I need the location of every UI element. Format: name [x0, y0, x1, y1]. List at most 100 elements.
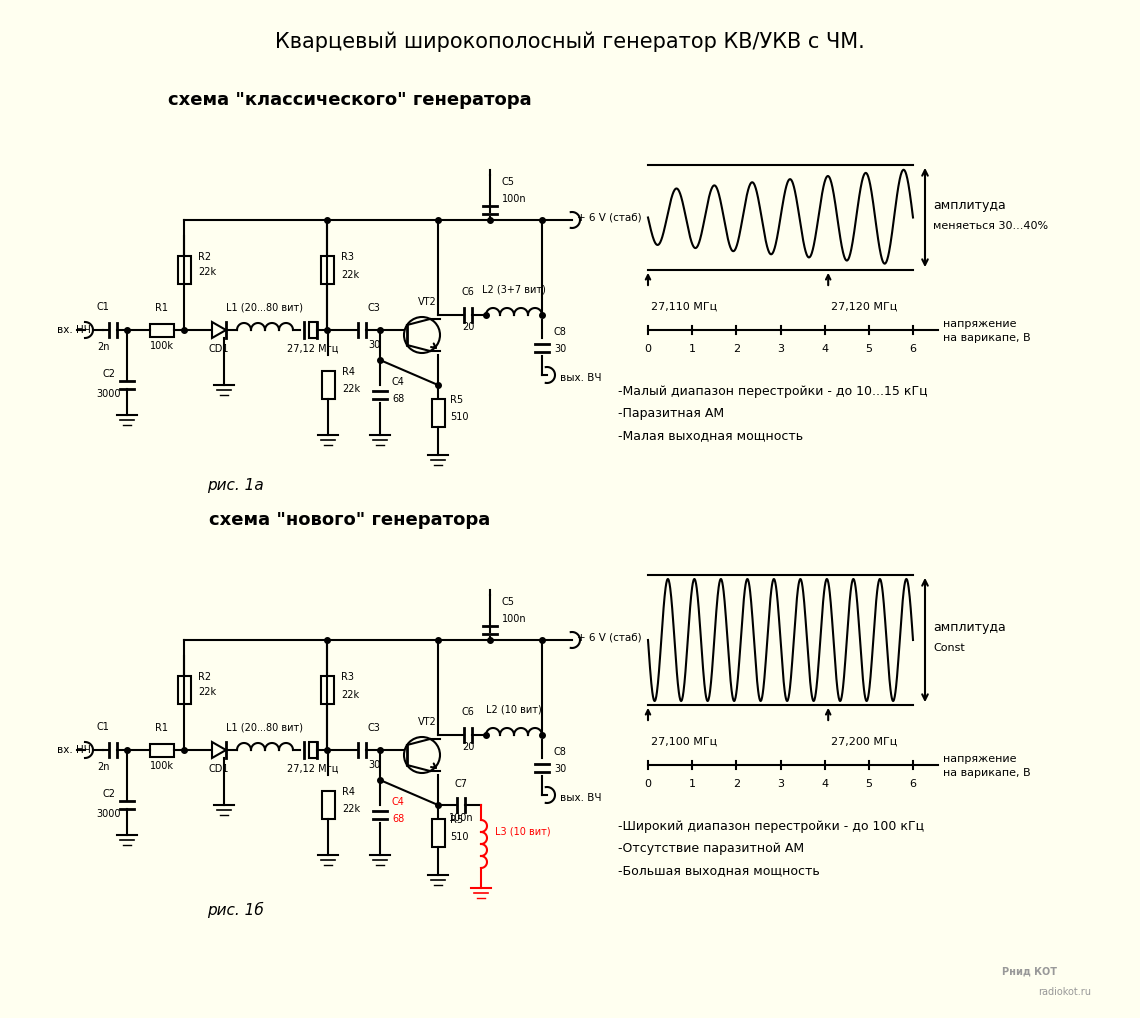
Bar — [178, 256, 192, 284]
Text: 27,100 МГц: 27,100 МГц — [651, 737, 717, 747]
Text: 20: 20 — [462, 742, 474, 752]
Text: CD1: CD1 — [209, 344, 229, 354]
Bar — [309, 742, 317, 758]
Bar — [150, 324, 174, 337]
Text: 100n: 100n — [449, 813, 473, 823]
Text: C5: C5 — [502, 177, 515, 187]
Text: C7: C7 — [455, 779, 467, 789]
Text: C4: C4 — [392, 797, 405, 807]
Text: R4: R4 — [342, 367, 355, 377]
Text: 510: 510 — [450, 412, 469, 422]
Text: R2: R2 — [198, 672, 211, 682]
Text: на варикапе, В: на варикапе, В — [943, 333, 1031, 343]
Bar — [321, 256, 334, 284]
Text: 0: 0 — [644, 779, 651, 789]
Text: 1: 1 — [689, 779, 695, 789]
Text: 3000: 3000 — [97, 809, 121, 819]
Text: Кварцевый широкополосный генератор КВ/УКВ с ЧМ.: Кварцевый широкополосный генератор КВ/УК… — [275, 32, 865, 52]
Text: 2: 2 — [733, 779, 740, 789]
Bar — [432, 819, 445, 847]
Text: C4: C4 — [392, 377, 405, 387]
Text: VT2: VT2 — [417, 297, 437, 307]
Text: 5: 5 — [865, 344, 872, 354]
Text: L1 (20...80 вит): L1 (20...80 вит) — [227, 302, 303, 312]
Text: вых. ВЧ: вых. ВЧ — [560, 373, 602, 383]
Text: 510: 510 — [450, 832, 469, 842]
Text: амплитуда: амплитуда — [933, 622, 1005, 634]
Text: 68: 68 — [392, 394, 405, 404]
Bar — [150, 744, 174, 757]
Text: 22k: 22k — [198, 267, 217, 277]
Text: C2: C2 — [103, 369, 115, 379]
Text: 22k: 22k — [198, 687, 217, 697]
Text: 2: 2 — [733, 344, 740, 354]
Text: -Малый диапазон перестройки - до 10...15 кГц: -Малый диапазон перестройки - до 10...15… — [618, 385, 928, 398]
Text: 1: 1 — [689, 344, 695, 354]
Text: R5: R5 — [450, 395, 463, 405]
Bar — [321, 791, 335, 819]
Text: 4: 4 — [821, 344, 829, 354]
Text: Const: Const — [933, 643, 964, 653]
Text: -Широкий диапазон перестройки - до 100 кГц: -Широкий диапазон перестройки - до 100 к… — [618, 821, 925, 833]
Text: C3: C3 — [367, 303, 381, 313]
Text: 27,12 Мгц: 27,12 Мгц — [287, 764, 339, 774]
Text: 27,120 МГц: 27,120 МГц — [831, 302, 897, 312]
Text: меняеться 30...40%: меняеться 30...40% — [933, 221, 1048, 230]
Text: R4: R4 — [342, 787, 355, 797]
Text: 30: 30 — [368, 340, 380, 350]
Text: 27,200 МГц: 27,200 МГц — [831, 737, 897, 747]
Text: -Паразитная АМ: -Паразитная АМ — [618, 407, 724, 420]
Text: Рнид КОТ: Рнид КОТ — [1002, 967, 1058, 977]
Text: 2n: 2n — [97, 762, 109, 772]
Text: C1: C1 — [97, 302, 109, 312]
Text: 0: 0 — [644, 344, 651, 354]
Text: 22k: 22k — [341, 270, 359, 280]
Bar — [309, 322, 317, 338]
Text: 22k: 22k — [342, 384, 360, 394]
Text: C5: C5 — [502, 597, 515, 607]
Text: 30: 30 — [368, 760, 380, 770]
Text: 68: 68 — [392, 814, 405, 824]
Text: R3: R3 — [341, 252, 355, 262]
Text: R1: R1 — [155, 303, 169, 313]
Text: -Большая выходная мощность: -Большая выходная мощность — [618, 864, 820, 876]
Text: схема "нового" генератора: схема "нового" генератора — [210, 511, 490, 529]
Text: 6: 6 — [910, 344, 917, 354]
Text: рис. 1б: рис. 1б — [206, 902, 263, 918]
Text: + 6 V (стаб): + 6 V (стаб) — [577, 212, 642, 222]
Text: 2n: 2n — [97, 342, 109, 352]
Text: + 6 V (стаб): + 6 V (стаб) — [577, 632, 642, 642]
Text: C1: C1 — [97, 722, 109, 732]
Text: 6: 6 — [910, 779, 917, 789]
Bar — [321, 371, 335, 399]
Text: 30: 30 — [554, 344, 567, 354]
Text: L2 (10 вит): L2 (10 вит) — [486, 705, 542, 715]
Text: R1: R1 — [155, 723, 169, 733]
Text: 100k: 100k — [150, 761, 174, 771]
Text: -Отсутствие паразитной АМ: -Отсутствие паразитной АМ — [618, 842, 804, 855]
Text: 4: 4 — [821, 779, 829, 789]
Text: 27,110 МГц: 27,110 МГц — [651, 302, 717, 312]
Text: C6: C6 — [462, 287, 474, 297]
Text: C2: C2 — [103, 789, 115, 799]
Text: напряжение: напряжение — [943, 319, 1017, 329]
Text: схема "классического" генератора: схема "классического" генератора — [169, 91, 532, 109]
Text: рис. 1а: рис. 1а — [206, 478, 263, 493]
Text: VT2: VT2 — [417, 717, 437, 727]
Text: 30: 30 — [554, 764, 567, 774]
Text: вх. НЧ: вх. НЧ — [57, 745, 91, 755]
Text: R5: R5 — [450, 815, 463, 825]
Text: 27,12 Мгц: 27,12 Мгц — [287, 344, 339, 354]
Text: 3: 3 — [777, 779, 784, 789]
Text: 22k: 22k — [342, 804, 360, 814]
Bar — [178, 676, 192, 704]
Text: 5: 5 — [865, 779, 872, 789]
Text: L2 (3+7 вит): L2 (3+7 вит) — [482, 285, 546, 295]
Text: L1 (20...80 вит): L1 (20...80 вит) — [227, 722, 303, 732]
Text: вых. ВЧ: вых. ВЧ — [560, 793, 602, 803]
Text: на варикапе, В: на варикапе, В — [943, 768, 1031, 778]
Text: 3000: 3000 — [97, 389, 121, 399]
Text: 3: 3 — [777, 344, 784, 354]
Text: 20: 20 — [462, 322, 474, 332]
Bar — [321, 676, 334, 704]
